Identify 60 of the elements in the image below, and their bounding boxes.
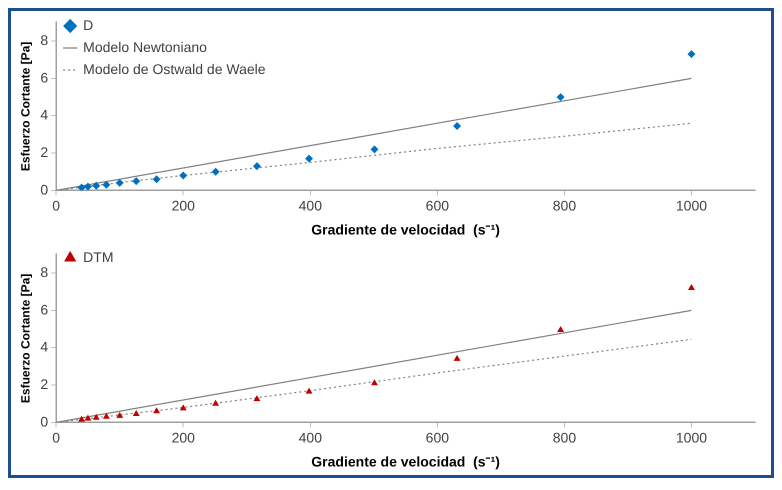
point xyxy=(305,154,314,163)
y-tick-label: 4 xyxy=(40,338,48,355)
y-tick-label: 6 xyxy=(40,69,48,86)
point xyxy=(180,404,187,410)
x-tick-label: 0 xyxy=(52,198,60,214)
x-tick-label: 800 xyxy=(552,430,576,446)
x-tick-label: 200 xyxy=(172,430,196,446)
point xyxy=(179,171,188,180)
point xyxy=(371,379,378,386)
point xyxy=(370,145,378,154)
point xyxy=(152,175,161,184)
point xyxy=(253,395,260,402)
point xyxy=(78,184,86,190)
y-axis-title: Esfuerzo Cortante [Pa] xyxy=(18,42,33,172)
point xyxy=(92,414,100,420)
point xyxy=(102,180,110,189)
point xyxy=(252,162,261,170)
point xyxy=(453,122,462,130)
x-tick-label: 1000 xyxy=(676,430,708,446)
x-tick-label: 600 xyxy=(426,430,450,446)
x-tick-label: 600 xyxy=(426,198,450,214)
point xyxy=(212,168,220,176)
point xyxy=(306,388,312,394)
point xyxy=(78,416,86,422)
point xyxy=(116,178,124,187)
point xyxy=(92,182,100,190)
legend-label: DTM xyxy=(83,248,114,265)
point xyxy=(454,354,461,361)
point xyxy=(84,182,92,190)
y-tick-label: 0 xyxy=(40,181,48,198)
point xyxy=(102,412,110,419)
point xyxy=(132,177,140,186)
point xyxy=(153,407,160,414)
point xyxy=(687,50,696,58)
point xyxy=(688,284,695,290)
x-tick-label: 0 xyxy=(52,430,60,446)
x-tick-label: 400 xyxy=(298,430,322,446)
x-tick-label: 800 xyxy=(552,198,576,214)
point xyxy=(556,93,565,102)
y-axis-title: Esfuerzo Cortante [Pa] xyxy=(18,274,33,404)
x-axis-title: Gradiente de velocidad (s⁻¹) xyxy=(311,453,500,470)
x-tick-label: 200 xyxy=(172,198,196,214)
y-tick-label: 4 xyxy=(40,106,48,123)
y-tick-label: 2 xyxy=(40,376,48,392)
x-tick-label: 400 xyxy=(298,198,322,214)
legend-label: Modelo Newtoniano xyxy=(83,38,208,55)
x-tick-label: 1000 xyxy=(676,198,708,214)
y-tick-label: 8 xyxy=(40,32,48,48)
y-tick-label: 0 xyxy=(40,413,48,430)
y-tick-label: 6 xyxy=(40,301,48,318)
point xyxy=(132,410,140,416)
y-tick-label: 8 xyxy=(40,264,48,280)
x-axis-title: Gradiente de velocidad (s⁻¹) xyxy=(311,221,500,238)
legend-label: D xyxy=(83,16,94,33)
y-tick-label: 2 xyxy=(40,144,48,160)
point xyxy=(212,400,220,406)
legend-label: Modelo de Ostwald de Waele xyxy=(83,60,266,77)
point xyxy=(557,326,564,332)
point xyxy=(84,414,92,421)
point xyxy=(116,412,124,418)
